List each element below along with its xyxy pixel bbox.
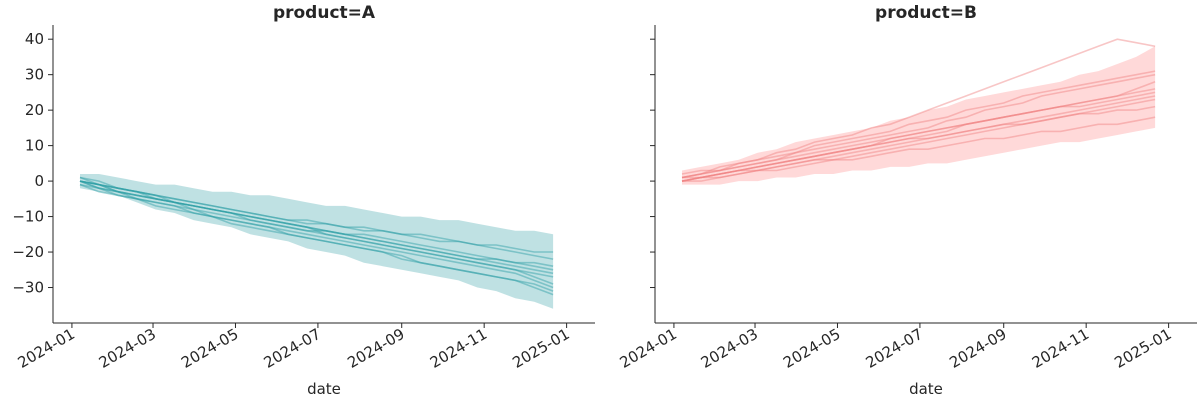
x-tick-label: 2024-07 (261, 325, 324, 372)
series-line-6 (681, 116, 1156, 182)
series-line-7 (79, 183, 554, 292)
panel-title: product=B (875, 3, 977, 23)
series-line-5 (79, 180, 554, 296)
confidence-band (682, 46, 1156, 185)
series-line-1 (79, 180, 554, 275)
x-tick-label: 2025-01 (1111, 325, 1174, 372)
x-tick-label: 2024-01 (617, 325, 680, 372)
x-axis-label: date (307, 380, 341, 398)
x-tick-label: 2024-05 (780, 325, 843, 372)
x-tick-label: 2024-03 (698, 325, 761, 372)
series-line-2 (681, 81, 1156, 182)
y-tick-label: −20 (12, 243, 44, 261)
series-line-5 (682, 91, 1156, 179)
confidence-band (80, 174, 554, 309)
series-line-3 (681, 73, 1156, 175)
series-line-4 (79, 183, 554, 289)
x-tick-label: 2024-09 (946, 325, 1009, 372)
y-tick-label: 40 (25, 30, 44, 48)
x-axis-label: date (909, 380, 943, 398)
panel-product-b: 2024-01 2024-03 2024-05 2024-07 2024-09 2024-… (617, 3, 1197, 398)
series-line-10 (681, 105, 1156, 182)
series-line-2 (79, 180, 554, 285)
panel-title: product=A (273, 3, 376, 23)
panel-product-a: −30 −20 −10 0 10 20 30 40 2024-01 2024-03 2024-05 2… (12, 3, 595, 398)
x-tick-label: 2024-11 (1029, 325, 1092, 372)
series-line-8 (681, 95, 1156, 182)
series-line-4 (682, 98, 1156, 182)
series-line-8 (79, 180, 554, 271)
series-line-9 (79, 176, 554, 278)
series-line-1 (681, 88, 1156, 179)
y-tick-label: 20 (25, 101, 44, 119)
y-tick-label: 30 (25, 66, 44, 84)
x-tick-label: 2024-03 (96, 325, 159, 372)
x-tick-label: 2024-07 (863, 325, 926, 372)
x-tick-label: 2024-11 (427, 325, 490, 372)
y-tick-label: 10 (25, 137, 44, 155)
series-line-7 (681, 70, 1156, 179)
y-tick-label: −10 (12, 208, 44, 226)
x-tick-label: 2025-01 (509, 325, 572, 372)
x-tick-label: 2024-01 (15, 325, 78, 372)
series-line-9 (681, 38, 1156, 179)
x-tick-label: 2024-09 (344, 325, 407, 372)
y-tick-label: −30 (12, 279, 44, 297)
series-line-10 (79, 180, 554, 267)
x-tick-label: 2024-05 (178, 325, 241, 372)
series-line-3 (79, 176, 554, 260)
series-line-6 (79, 180, 554, 253)
y-tick-label: 0 (34, 172, 44, 190)
